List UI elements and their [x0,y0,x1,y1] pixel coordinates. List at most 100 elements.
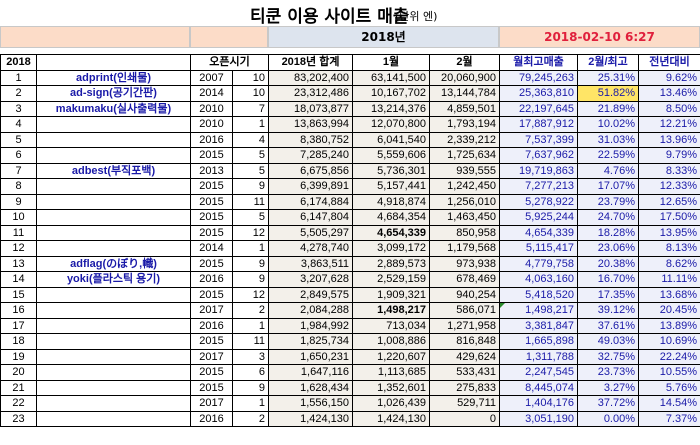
open-month[interactable]: 11 [232,193,270,210]
feb-ratio[interactable]: 37.61% [577,317,640,334]
feb-sales[interactable]: 850,958 [429,224,501,241]
max-monthly[interactable]: 17,887,912 [499,116,579,133]
max-monthly[interactable]: 5,418,520 [499,286,579,303]
feb-sales[interactable]: 275,833 [429,379,501,396]
open-year[interactable]: 2015 [190,379,233,396]
header-index[interactable]: 2018 [0,54,37,71]
feb-ratio[interactable]: 39.12% [577,302,640,319]
feb-sales[interactable]: 939,555 [429,162,501,179]
total-2018[interactable]: 4,278,740 [268,240,354,257]
feb-sales[interactable]: 1,793,194 [429,116,501,133]
feb-ratio[interactable]: 16.70% [577,271,640,288]
header-open[interactable]: 오픈시기 [189,54,270,71]
row-number[interactable]: 23 [0,410,37,427]
open-year[interactable]: 2016 [190,410,233,427]
max-monthly[interactable]: 4,779,758 [499,255,579,272]
yoy-ratio[interactable]: 13.46% [638,85,700,102]
row-number[interactable]: 7 [0,162,37,179]
open-month[interactable]: 12 [232,224,270,241]
jan-sales[interactable]: 4,918,874 [352,193,431,210]
yoy-ratio[interactable]: 12.33% [638,178,700,195]
yoy-ratio[interactable]: 14.54% [638,395,700,412]
feb-sales[interactable]: 1,179,568 [429,240,501,257]
site-name[interactable] [36,286,191,303]
total-2018[interactable]: 2,849,575 [268,286,354,303]
max-monthly[interactable]: 7,277,213 [499,178,579,195]
jan-sales[interactable]: 1,498,217 [352,302,431,319]
open-month[interactable]: 9 [232,379,270,396]
open-year[interactable]: 2015 [190,224,233,241]
total-2018[interactable]: 1,424,130 [268,410,354,427]
yoy-ratio[interactable]: 9.79% [638,147,700,164]
max-monthly[interactable]: 5,925,244 [499,209,579,226]
open-year[interactable]: 2015 [190,209,233,226]
yoy-ratio[interactable]: 5.76% [638,379,700,396]
feb-sales[interactable]: 2,339,212 [429,131,501,148]
total-2018[interactable]: 5,505,297 [268,224,354,241]
row-number[interactable]: 6 [0,147,37,164]
yoy-ratio[interactable]: 13.89% [638,317,700,334]
yoy-ratio[interactable]: 8.13% [638,240,700,257]
header-yoy[interactable]: 전년대비 [638,54,700,71]
yoy-ratio[interactable]: 17.50% [638,209,700,226]
open-year[interactable]: 2015 [190,364,233,381]
header-total[interactable]: 2018년 합계 [268,54,354,71]
header-ratio[interactable]: 2월/최고 [577,54,640,71]
feb-sales[interactable]: 1,256,010 [429,193,501,210]
open-year[interactable]: 2015 [190,286,233,303]
feb-sales[interactable]: 586,071 [429,302,501,319]
feb-ratio[interactable]: 24.70% [577,209,640,226]
feb-ratio[interactable]: 49.03% [577,333,640,350]
feb-ratio[interactable]: 25.31% [577,69,640,86]
open-year[interactable]: 2016 [190,131,233,148]
open-month[interactable]: 12 [232,286,270,303]
row-number[interactable]: 15 [0,286,37,303]
jan-sales[interactable]: 1,220,607 [352,348,431,365]
open-month[interactable]: 11 [232,333,270,350]
feb-sales[interactable]: 13,144,784 [429,85,501,102]
site-name[interactable] [36,131,191,148]
max-monthly[interactable]: 5,278,922 [499,193,579,210]
feb-sales[interactable]: 1,271,958 [429,317,501,334]
row-number[interactable]: 10 [0,209,37,226]
site-name[interactable] [36,395,191,412]
jan-sales[interactable]: 2,529,159 [352,271,431,288]
yoy-ratio[interactable]: 13.95% [638,224,700,241]
total-2018[interactable]: 1,647,116 [268,364,354,381]
total-2018[interactable]: 7,285,240 [268,147,354,164]
site-name[interactable]: makumaku(실사출력물) [36,100,191,117]
row-number[interactable]: 19 [0,348,37,365]
max-monthly[interactable]: 7,537,399 [499,131,579,148]
total-2018[interactable]: 18,073,877 [268,100,354,117]
max-monthly[interactable]: 8,445,074 [499,379,579,396]
open-year[interactable]: 2015 [190,333,233,350]
jan-sales[interactable]: 4,684,354 [352,209,431,226]
max-monthly[interactable]: 1,404,176 [499,395,579,412]
yoy-ratio[interactable]: 9.62% [638,69,700,86]
total-2018[interactable]: 3,863,511 [268,255,354,272]
feb-sales[interactable]: 816,848 [429,333,501,350]
row-number[interactable]: 20 [0,364,37,381]
jan-sales[interactable]: 5,559,606 [352,147,431,164]
yoy-ratio[interactable]: 10.69% [638,333,700,350]
site-name[interactable]: adprint(인쇄물) [36,69,191,86]
open-year[interactable]: 2010 [190,116,233,133]
max-monthly[interactable]: 1,311,788 [499,348,579,365]
feb-ratio[interactable]: 23.79% [577,193,640,210]
total-2018[interactable]: 2,084,288 [268,302,354,319]
site-name[interactable] [36,410,191,427]
max-monthly[interactable]: 3,381,847 [499,317,579,334]
yoy-ratio[interactable]: 12.65% [638,193,700,210]
open-month[interactable]: 7 [232,100,270,117]
yoy-ratio[interactable]: 7.37% [638,410,700,427]
total-2018[interactable]: 6,399,891 [268,178,354,195]
feb-ratio[interactable]: 23.73% [577,364,640,381]
open-month[interactable]: 10 [232,85,270,102]
site-name[interactable] [36,348,191,365]
row-number[interactable]: 5 [0,131,37,148]
yoy-ratio[interactable]: 13.96% [638,131,700,148]
row-number[interactable]: 14 [0,271,37,288]
site-name[interactable] [36,209,191,226]
site-name[interactable] [36,147,191,164]
feb-ratio[interactable]: 31.03% [577,131,640,148]
